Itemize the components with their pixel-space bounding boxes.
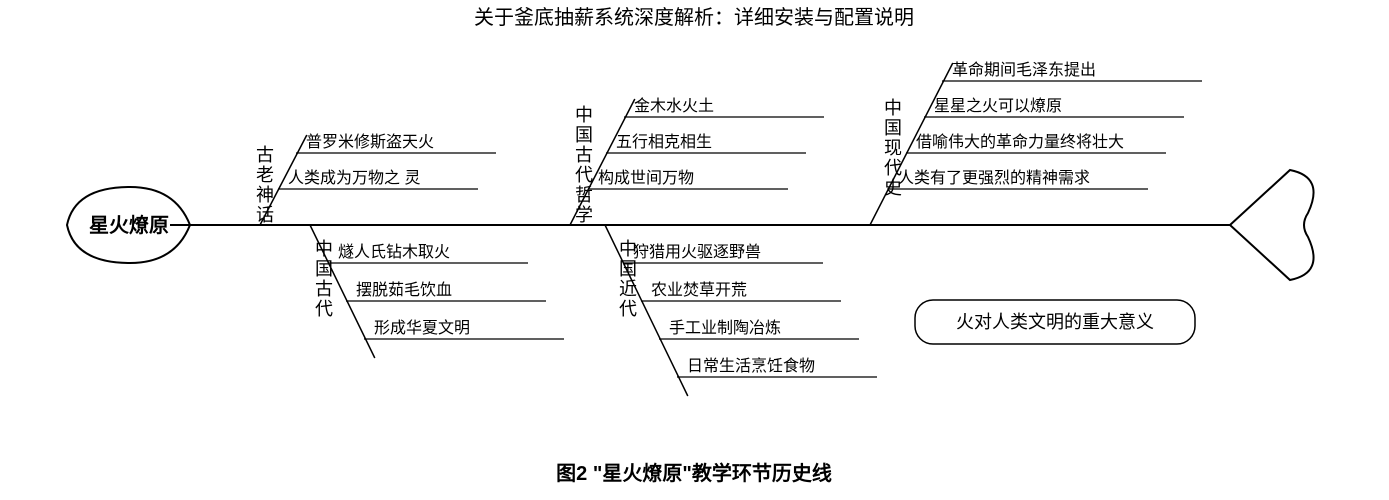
figure-caption: 图2 "星火燎原"教学环节历史线: [556, 461, 832, 485]
rib-label-b3-0: 构成世间万物: [598, 169, 694, 187]
rib-label-b1-1: 普罗米修斯盗天火: [306, 133, 434, 151]
fish-tail: [1230, 170, 1314, 280]
rib-label-b1-0: 人类成为万物之 灵: [288, 169, 420, 187]
rib-label-b4-0: 狩猎用火驱逐野兽: [633, 243, 761, 261]
category-label-b1: 古老神话: [254, 145, 274, 225]
rib-label-b4-1: 农业焚草开荒: [651, 281, 747, 299]
rib-label-b5-1: 借喻伟大的革命力量终将壮大: [916, 132, 1124, 151]
rib-label-b3-1: 五行相克相生: [616, 133, 712, 151]
rib-label-b2-2: 形成华夏文明: [374, 319, 470, 337]
page-title: 关于釜底抽薪系统深度解析：详细安装与配置说明: [474, 6, 914, 29]
category-label-b2: 中国古代: [313, 239, 333, 319]
rib-label-b5-2: 星星之火可以燎原: [934, 97, 1062, 115]
fish-head-label: 星火燎原: [89, 213, 169, 237]
rib-label-b2-1: 摆脱茹毛饮血: [356, 281, 452, 299]
rib-label-b5-0: 人类有了更强烈的精神需求: [898, 169, 1090, 187]
rib-label-b4-3: 日常生活烹饪食物: [687, 356, 815, 375]
rib-label-b4-2: 手工业制陶冶炼: [669, 319, 781, 337]
summary-box-label: 火对人类文明的重大意义: [956, 312, 1154, 332]
rib-label-b2-0: 燧人氏钻木取火: [338, 243, 450, 261]
rib-label-b3-2: 金木水火土: [634, 97, 714, 115]
rib-label-b5-3: 革命期间毛泽东提出: [952, 61, 1096, 79]
category-label-b3: 中国古代哲学: [573, 105, 593, 225]
